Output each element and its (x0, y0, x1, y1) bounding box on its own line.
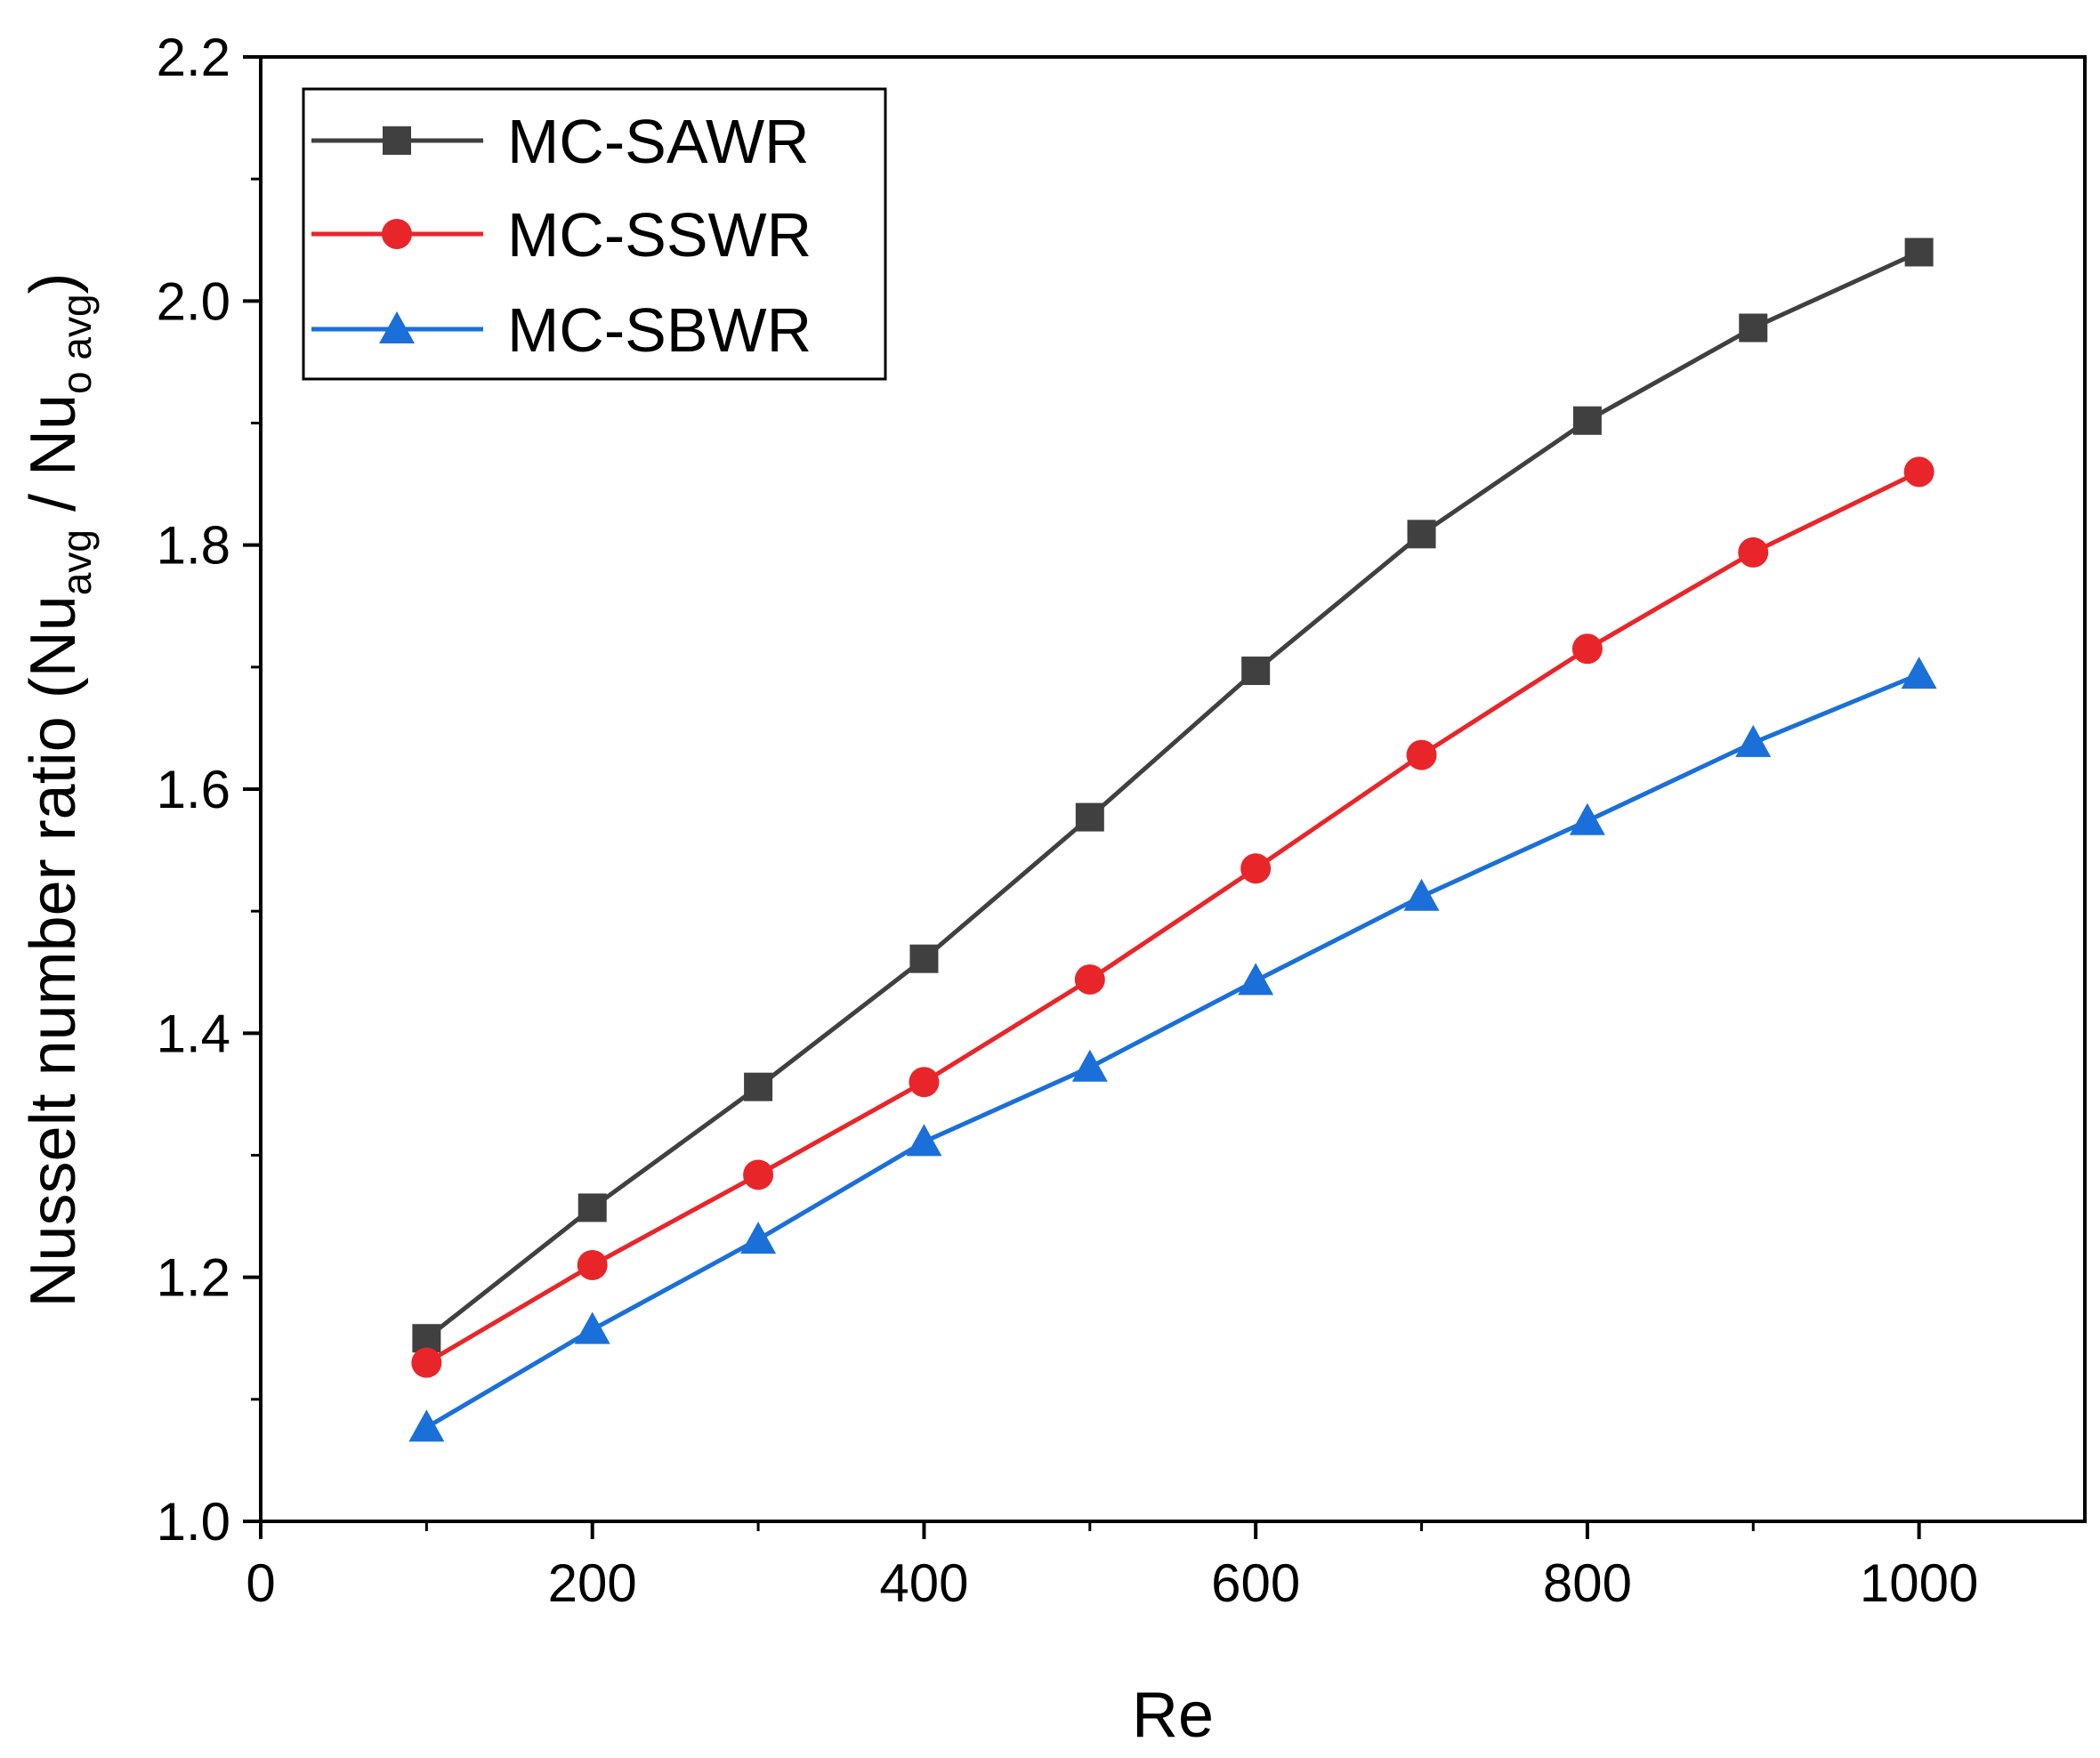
series-group (408, 238, 1937, 1442)
legend-label-mc-sbwr: MC-SBWR (507, 295, 812, 365)
series-line-mc-sswr (425, 470, 1920, 1365)
x-tick-label: 0 (246, 1553, 275, 1613)
data-point-mc-sswr (1074, 964, 1105, 995)
data-point-mc-sbwr (1071, 1049, 1108, 1082)
data-point-mc-sswr (909, 1067, 940, 1098)
axes: 0 200 400 600 800 1000 1.0 1.2 1.4 1.6 1.8 2.0 2.2 (157, 28, 2087, 1613)
data-point-mc-sbwr (906, 1124, 942, 1157)
y-tick-label: 2.0 (157, 271, 230, 331)
data-point-mc-sswr (1240, 853, 1272, 884)
legend-marker-mc-sbwr (379, 311, 415, 343)
legend-item-mc-sbwr: MC-SBWR (311, 295, 812, 365)
x-axis-title: Re (1132, 1680, 1214, 1751)
y-axis-title-suffix: ) (18, 272, 89, 294)
y-tick-label: 1.2 (157, 1248, 230, 1308)
data-point-mc-sawr (1241, 656, 1271, 685)
data-point-mc-sswr (411, 1347, 442, 1378)
series-mc-sswr (411, 456, 1934, 1378)
data-point-mc-sbwr (408, 1409, 445, 1442)
y-axis-title-middle: / Nu (18, 394, 89, 529)
data-point-mc-sbwr (1735, 724, 1772, 757)
series-line-mc-sawr (424, 250, 1920, 1341)
y-axis-title-sub1: avg (53, 529, 100, 595)
data-point-mc-sawr (1739, 313, 1768, 343)
data-point-mc-sswr (743, 1159, 774, 1190)
series-mc-sbwr (408, 657, 1937, 1442)
data-point-mc-sbwr (1238, 963, 1274, 996)
data-point-mc-sswr (1903, 456, 1934, 488)
data-point-mc-sswr (577, 1249, 608, 1280)
data-point-mc-sawr (909, 944, 939, 973)
series-mc-sawr (412, 238, 1934, 1353)
data-point-mc-sawr (1572, 406, 1602, 435)
legend-marker-mc-sawr (383, 126, 411, 155)
x-tick-label: 200 (548, 1553, 637, 1613)
x-tick-label: 400 (879, 1553, 968, 1613)
legend-item-mc-sswr: MC-SSWR (311, 200, 812, 270)
y-tick-label: 2.2 (157, 28, 230, 87)
data-point-mc-sswr (1406, 739, 1437, 770)
data-point-mc-sbwr (1403, 878, 1440, 911)
data-point-mc-sbwr (740, 1222, 777, 1254)
series-line-mc-sbwr (425, 672, 1920, 1430)
y-tick-label: 1.6 (157, 760, 230, 819)
data-point-mc-sawr (1904, 238, 1934, 267)
data-point-mc-sawr (744, 1072, 773, 1101)
x-tick-label: 1000 (1860, 1553, 1978, 1613)
data-point-mc-sbwr (1901, 657, 1937, 689)
data-point-mc-sbwr (574, 1311, 610, 1344)
data-point-mc-sbwr (1569, 802, 1605, 835)
legend-label-mc-sswr: MC-SSWR (507, 200, 812, 270)
y-tick-label: 1.8 (157, 516, 230, 576)
y-axis-title-sub2: o avg (53, 294, 100, 394)
data-point-mc-sawr (1407, 520, 1436, 549)
legend-marker-mc-sswr (382, 219, 412, 249)
y-axis-title-prefix: Nusselt number ratio (Nu (18, 595, 89, 1307)
y-tick-label: 1.4 (157, 1004, 230, 1063)
y-axis-title: Nusselt number ratio (Nuavg / Nuo avg) (18, 272, 100, 1307)
x-tick-label: 600 (1211, 1553, 1300, 1613)
y-tick-label: 1.0 (157, 1492, 230, 1552)
x-tick-label: 800 (1543, 1553, 1632, 1613)
legend-item-mc-sawr: MC-SAWR (311, 107, 810, 176)
data-point-mc-sawr (578, 1193, 607, 1222)
data-point-mc-sswr (1738, 536, 1769, 568)
data-point-mc-sawr (1075, 802, 1104, 832)
data-point-mc-sswr (1571, 633, 1603, 665)
legend: MC-SAWR MC-SSWR MC-SBWR (302, 87, 887, 381)
legend-label-mc-sawr: MC-SAWR (507, 107, 810, 176)
